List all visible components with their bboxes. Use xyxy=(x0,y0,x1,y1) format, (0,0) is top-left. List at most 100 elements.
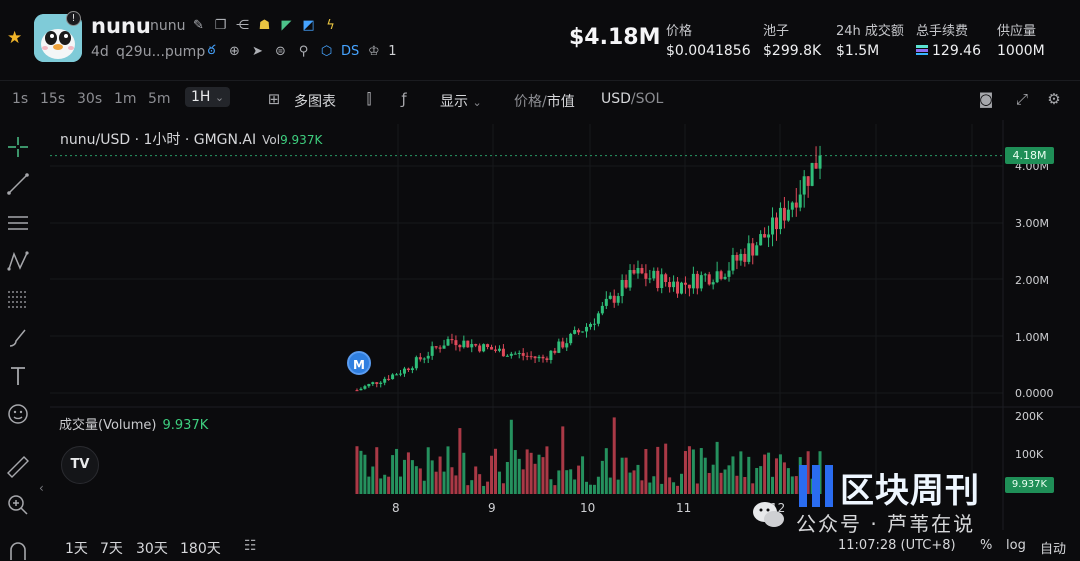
holders-icon[interactable]: ☗ xyxy=(258,18,271,33)
volume-bar xyxy=(529,452,533,494)
timeframe-5m[interactable]: 5m xyxy=(148,91,171,107)
auto-toggle[interactable]: 自动 xyxy=(1040,542,1067,557)
stat-label: 池子 xyxy=(763,24,790,39)
ds-label[interactable]: DS xyxy=(341,44,360,59)
candle-body xyxy=(802,176,806,195)
candle-body xyxy=(656,270,660,289)
indicators-icon[interactable]: ƒ xyxy=(401,90,407,108)
volume-bar xyxy=(628,472,632,494)
verified-icon[interactable]: ◩ xyxy=(302,18,315,33)
usd-label: USD xyxy=(601,91,631,107)
volume-bar xyxy=(699,448,703,494)
range-30d[interactable]: 30天 xyxy=(136,541,168,557)
currency-toggle[interactable]: USD/SOL xyxy=(601,91,663,107)
crosshair-icon[interactable] xyxy=(5,134,31,160)
candle-body xyxy=(497,348,501,351)
range-180d[interactable]: 180天 xyxy=(180,541,221,557)
clock-time[interactable]: 11:07:28 (UTC+8) xyxy=(838,538,956,553)
volume-bar xyxy=(806,451,810,494)
twitter-icon[interactable]: ⊜ xyxy=(275,44,286,59)
ruler-icon[interactable] xyxy=(5,454,31,480)
percent-toggle[interactable]: % xyxy=(980,538,993,553)
price-chart[interactable] xyxy=(0,0,1080,530)
volume-bar xyxy=(434,471,438,494)
dexscreener-icon[interactable]: ⬡ xyxy=(320,44,333,59)
search-icon[interactable]: ⚲ xyxy=(298,44,309,59)
chart-toolbar: 1s 15s 30s 1m 5m 1H ⌄ ⊞ 多图表 ⫿ ƒ 显示 ⌄ 价格/… xyxy=(0,80,1080,118)
text-tool-icon[interactable] xyxy=(5,363,31,389)
candle-body xyxy=(391,374,395,380)
chevron-down-icon: ⌄ xyxy=(472,96,482,109)
calendar-icon[interactable]: ☷ xyxy=(244,538,257,554)
candle-body xyxy=(711,282,715,285)
crown-icon[interactable]: ♔ xyxy=(367,44,380,59)
display-dropdown[interactable]: 显示 ⌄ xyxy=(440,91,482,111)
stat-24h-volume: 24h 成交额 $1.5M xyxy=(836,20,904,59)
favorite-star-icon[interactable]: ★ xyxy=(7,28,23,48)
volume-bar xyxy=(410,460,414,494)
collapse-toolbar-icon[interactable]: ‹ xyxy=(39,481,44,495)
tag-icon[interactable]: ◤ xyxy=(281,18,292,33)
stat-label: 价格 xyxy=(666,24,693,39)
candle-body xyxy=(632,270,636,274)
zoom-in-icon[interactable] xyxy=(5,492,31,518)
volume-tick-label: 100K xyxy=(1015,448,1044,461)
candle-body xyxy=(806,176,810,186)
volume-bar xyxy=(553,485,557,494)
edit-icon[interactable]: ✎ xyxy=(193,18,204,33)
bolt-icon[interactable]: ϟ xyxy=(326,18,335,33)
brush-icon[interactable] xyxy=(5,325,31,351)
range-7d[interactable]: 7天 xyxy=(100,541,123,557)
volume-bar xyxy=(395,448,399,494)
timeframe-30s[interactable]: 30s xyxy=(77,91,103,107)
candle-body xyxy=(644,273,648,279)
price-mcap-toggle[interactable]: 价格/市值 xyxy=(514,91,575,111)
y-tick-label: 0.0000 xyxy=(1015,387,1054,400)
trendline-icon[interactable] xyxy=(5,171,31,197)
volume-bar xyxy=(497,471,501,494)
volume-bar xyxy=(620,457,624,494)
candle-type-icon[interactable]: ⫿ xyxy=(366,90,372,108)
migration-marker[interactable]: M xyxy=(347,351,371,375)
horizontal-lines-icon[interactable] xyxy=(5,210,31,236)
timeframe-15s[interactable]: 15s xyxy=(40,91,66,107)
stat-value: $299.8K xyxy=(763,43,822,59)
token-address[interactable]: q29u...pump xyxy=(116,44,206,60)
stat-label: 总手续费 xyxy=(916,24,969,39)
candle-body xyxy=(648,278,652,280)
fib-icon[interactable] xyxy=(5,286,31,312)
emoji-icon[interactable] xyxy=(5,401,31,427)
log-toggle[interactable]: log xyxy=(1006,538,1026,553)
magnet-icon[interactable] xyxy=(5,538,31,561)
wechat-watermark: 公众号 · 芦苇在说 xyxy=(796,512,976,536)
telegram-icon[interactable]: ➤ xyxy=(252,44,263,59)
settings-gear-icon[interactable]: ⚙ xyxy=(1047,90,1061,108)
tradingview-logo[interactable]: TV xyxy=(61,446,99,484)
timeframe-1h-dropdown[interactable]: 1H ⌄ xyxy=(185,87,231,107)
website-icon[interactable]: ⊕ xyxy=(229,44,240,59)
candle-body xyxy=(529,356,533,358)
fee-amount: 129.46 xyxy=(932,43,981,59)
add-chart-icon[interactable]: ⊞ xyxy=(267,90,281,108)
candle-body xyxy=(569,333,573,344)
fullscreen-icon[interactable]: ⤢ xyxy=(1015,90,1028,108)
volume-bar xyxy=(482,485,486,494)
volume-bar xyxy=(375,447,379,494)
community-icon[interactable]: ఠ xyxy=(207,42,216,58)
candle-body xyxy=(723,276,727,279)
candle-body xyxy=(517,353,521,355)
share-icon[interactable]: ⋲ xyxy=(236,18,249,33)
x-tick-label: 11 xyxy=(676,501,692,515)
camera-icon[interactable]: ◙ xyxy=(978,90,994,108)
volume-bar xyxy=(585,481,589,494)
range-1d[interactable]: 1天 xyxy=(65,541,88,557)
separator: / xyxy=(542,94,547,110)
stat-supply: 供应量 1000M xyxy=(997,20,1045,59)
multi-chart-button[interactable]: 多图表 xyxy=(294,94,336,110)
timeframe-1m[interactable]: 1m xyxy=(114,91,137,107)
volume-bar xyxy=(596,476,600,494)
info-badge[interactable]: ! xyxy=(66,11,81,26)
timeframe-1s[interactable]: 1s xyxy=(12,91,29,107)
copy-icon[interactable]: ❐ xyxy=(214,18,227,33)
pattern-icon[interactable] xyxy=(5,248,31,274)
